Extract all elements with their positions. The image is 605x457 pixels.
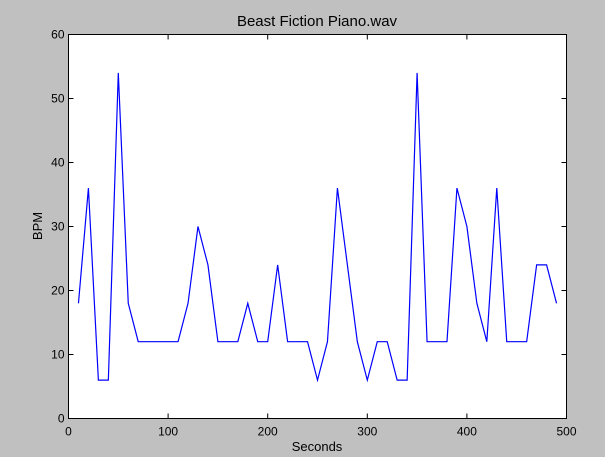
x-tick-label: 100	[158, 425, 178, 439]
y-tick-label: 30	[51, 220, 65, 234]
x-tick-label: 0	[65, 425, 72, 439]
x-tick-label: 400	[457, 425, 477, 439]
ticks-layer: 0 100 200 300 400 500 0 10 20 30 40 50 60	[51, 28, 577, 439]
x-tick-label: 300	[357, 425, 377, 439]
y-tick-label: 40	[51, 156, 65, 170]
chart-title: Beast Fiction Piano.wav	[237, 13, 398, 30]
y-tick-label: 20	[51, 284, 65, 298]
y-tick-label: 50	[51, 92, 65, 106]
x-tick-label: 200	[258, 425, 278, 439]
y-axis-label: BPM	[30, 212, 45, 240]
y-tick-label: 10	[51, 348, 65, 362]
plot-area	[68, 34, 567, 419]
x-axis-label: Seconds	[292, 439, 343, 454]
x-tick-label: 500	[556, 425, 576, 439]
y-tick-label: 0	[58, 412, 65, 426]
series-layer	[77, 72, 558, 383]
series-line	[77, 72, 558, 383]
y-tick-label: 60	[51, 28, 65, 42]
